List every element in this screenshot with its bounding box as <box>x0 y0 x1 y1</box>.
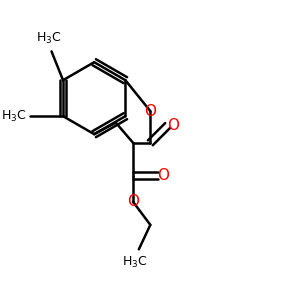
Text: O: O <box>144 103 156 118</box>
Text: H$_3$C: H$_3$C <box>36 31 62 46</box>
Text: O: O <box>127 194 139 209</box>
Text: O: O <box>157 168 169 183</box>
Text: O: O <box>167 118 179 133</box>
Text: H$_3$C: H$_3$C <box>1 109 27 124</box>
Text: H$_3$C: H$_3$C <box>122 255 147 270</box>
